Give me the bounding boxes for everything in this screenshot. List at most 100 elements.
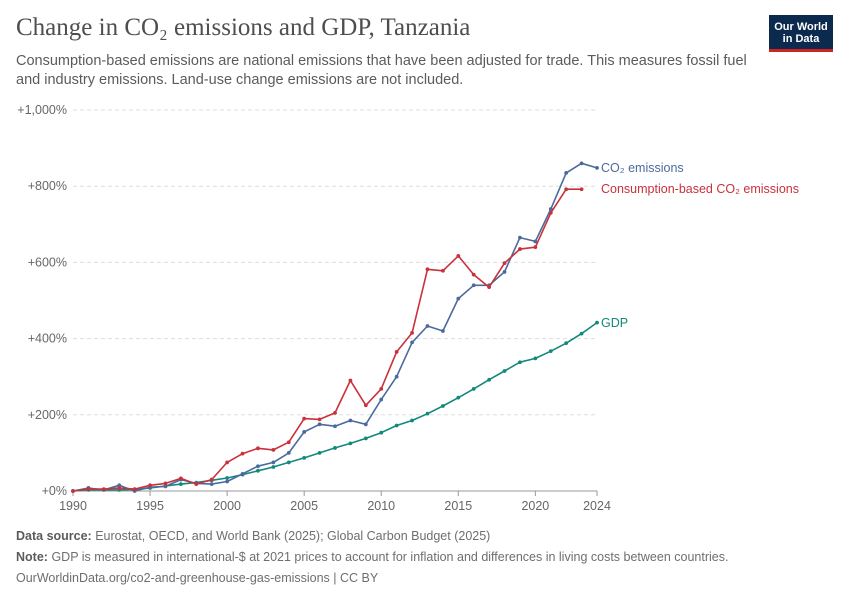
data-point-consumption[interactable] <box>271 447 276 452</box>
data-point-co2[interactable] <box>440 329 445 333</box>
data-point-consumption[interactable] <box>101 487 106 491</box>
data-point-gdp[interactable] <box>379 430 384 435</box>
data-point-gdp[interactable] <box>425 411 430 416</box>
data-point-consumption[interactable] <box>333 410 337 415</box>
data-point-co2[interactable] <box>394 374 399 379</box>
data-point-consumption[interactable] <box>317 417 322 422</box>
data-point-consumption[interactable] <box>225 460 230 465</box>
data-point-gdp[interactable] <box>225 476 230 480</box>
data-point-gdp[interactable] <box>394 423 399 428</box>
data-point-co2[interactable] <box>548 207 553 211</box>
series-label-consumption[interactable]: Consumption-based CO₂ emissions <box>601 182 799 196</box>
data-point-consumption[interactable] <box>348 378 353 383</box>
data-point-gdp[interactable] <box>178 482 183 487</box>
data-point-co2[interactable] <box>471 283 476 288</box>
data-point-co2[interactable] <box>533 239 538 244</box>
data-point-consumption[interactable] <box>502 261 507 266</box>
data-point-consumption[interactable] <box>194 482 199 487</box>
data-point-co2[interactable] <box>225 479 230 484</box>
series-label-gdp[interactable]: GDP <box>601 316 628 330</box>
data-point-consumption[interactable] <box>471 272 476 277</box>
data-point-consumption[interactable] <box>148 483 152 488</box>
data-point-consumption[interactable] <box>178 476 183 481</box>
data-point-gdp[interactable] <box>410 418 414 423</box>
data-point-gdp[interactable] <box>502 369 507 373</box>
data-point-gdp[interactable] <box>487 377 492 382</box>
data-point-consumption[interactable] <box>440 268 445 273</box>
data-point-gdp[interactable] <box>579 331 584 336</box>
series-line-gdp[interactable] <box>72 321 598 492</box>
data-point-consumption[interactable] <box>487 285 492 290</box>
data-point-co2[interactable] <box>333 424 337 429</box>
series-line-co2[interactable] <box>72 162 598 492</box>
data-point-co2[interactable] <box>271 460 276 465</box>
data-point-co2[interactable] <box>209 482 214 487</box>
gridlines <box>73 109 597 416</box>
data-point-gdp[interactable] <box>595 320 599 325</box>
data-point-consumption[interactable] <box>425 267 430 272</box>
data-point-gdp[interactable] <box>518 360 522 365</box>
x-tick-label: 2010 <box>367 499 395 513</box>
data-point-gdp[interactable] <box>456 395 461 400</box>
data-point-co2[interactable] <box>456 296 461 301</box>
data-point-gdp[interactable] <box>271 465 276 469</box>
data-point-gdp[interactable] <box>533 356 538 361</box>
data-point-gdp[interactable] <box>286 460 291 465</box>
data-point-consumption[interactable] <box>533 245 538 250</box>
owid-logo[interactable]: Our World in Data <box>769 15 833 52</box>
chart-subtitle: Consumption-based emissions are national… <box>16 53 747 88</box>
data-point-consumption[interactable] <box>394 350 399 354</box>
data-point-consumption[interactable] <box>456 254 461 258</box>
data-point-gdp[interactable] <box>333 446 337 450</box>
data-point-gdp[interactable] <box>548 349 553 354</box>
x-tick-label: 2015 <box>444 499 472 513</box>
data-point-gdp[interactable] <box>317 451 322 455</box>
data-point-gdp[interactable] <box>256 468 260 473</box>
data-point-consumption[interactable] <box>71 489 75 493</box>
data-point-co2[interactable] <box>425 324 430 328</box>
data-point-gdp[interactable] <box>363 436 368 441</box>
series-line-consumption[interactable] <box>72 188 582 492</box>
data-point-co2[interactable] <box>410 340 414 345</box>
data-point-co2[interactable] <box>564 170 569 175</box>
data-point-gdp[interactable] <box>302 455 307 460</box>
chart-title: Change in CO₂ emissions and GDP, Tanzani… <box>16 14 471 41</box>
data-point-co2[interactable] <box>117 483 122 488</box>
data-point-co2[interactable] <box>163 484 168 489</box>
data-point-co2[interactable] <box>379 397 384 402</box>
data-point-co2[interactable] <box>302 430 307 434</box>
data-point-consumption[interactable] <box>410 330 414 335</box>
data-point-gdp[interactable] <box>348 441 353 446</box>
data-point-consumption[interactable] <box>286 440 291 445</box>
data-point-consumption[interactable] <box>518 247 522 251</box>
data-point-co2[interactable] <box>317 422 322 427</box>
series-label-co2[interactable]: CO₂ emissions <box>601 161 684 175</box>
data-point-consumption[interactable] <box>240 451 245 456</box>
data-point-consumption[interactable] <box>163 481 168 486</box>
data-point-consumption[interactable] <box>564 187 569 192</box>
data-point-co2[interactable] <box>240 471 245 476</box>
data-point-co2[interactable] <box>502 270 507 274</box>
data-point-consumption[interactable] <box>117 486 122 490</box>
data-point-co2[interactable] <box>286 451 291 455</box>
data-point-consumption[interactable] <box>132 487 137 491</box>
data-point-consumption[interactable] <box>209 477 214 482</box>
data-point-co2[interactable] <box>363 422 368 427</box>
data-point-consumption[interactable] <box>548 210 553 215</box>
data-point-consumption[interactable] <box>579 187 584 192</box>
data-point-co2[interactable] <box>579 161 584 166</box>
data-point-co2[interactable] <box>595 166 599 170</box>
data-point-co2[interactable] <box>348 418 353 423</box>
data-point-co2[interactable] <box>518 235 522 240</box>
source-url[interactable]: OurWorldinData.org/co2-and-greenhouse-ga… <box>16 571 379 585</box>
data-point-consumption[interactable] <box>86 487 91 491</box>
data-point-co2[interactable] <box>256 464 260 469</box>
data-point-consumption[interactable] <box>363 403 368 408</box>
data-point-gdp[interactable] <box>471 386 476 391</box>
data-point-gdp[interactable] <box>564 341 569 346</box>
data-point-consumption[interactable] <box>256 446 260 451</box>
chart-note: Note: GDP is measured in international-$… <box>16 550 728 564</box>
data-point-gdp[interactable] <box>440 404 445 408</box>
data-point-consumption[interactable] <box>302 416 307 421</box>
data-point-consumption[interactable] <box>379 386 384 391</box>
